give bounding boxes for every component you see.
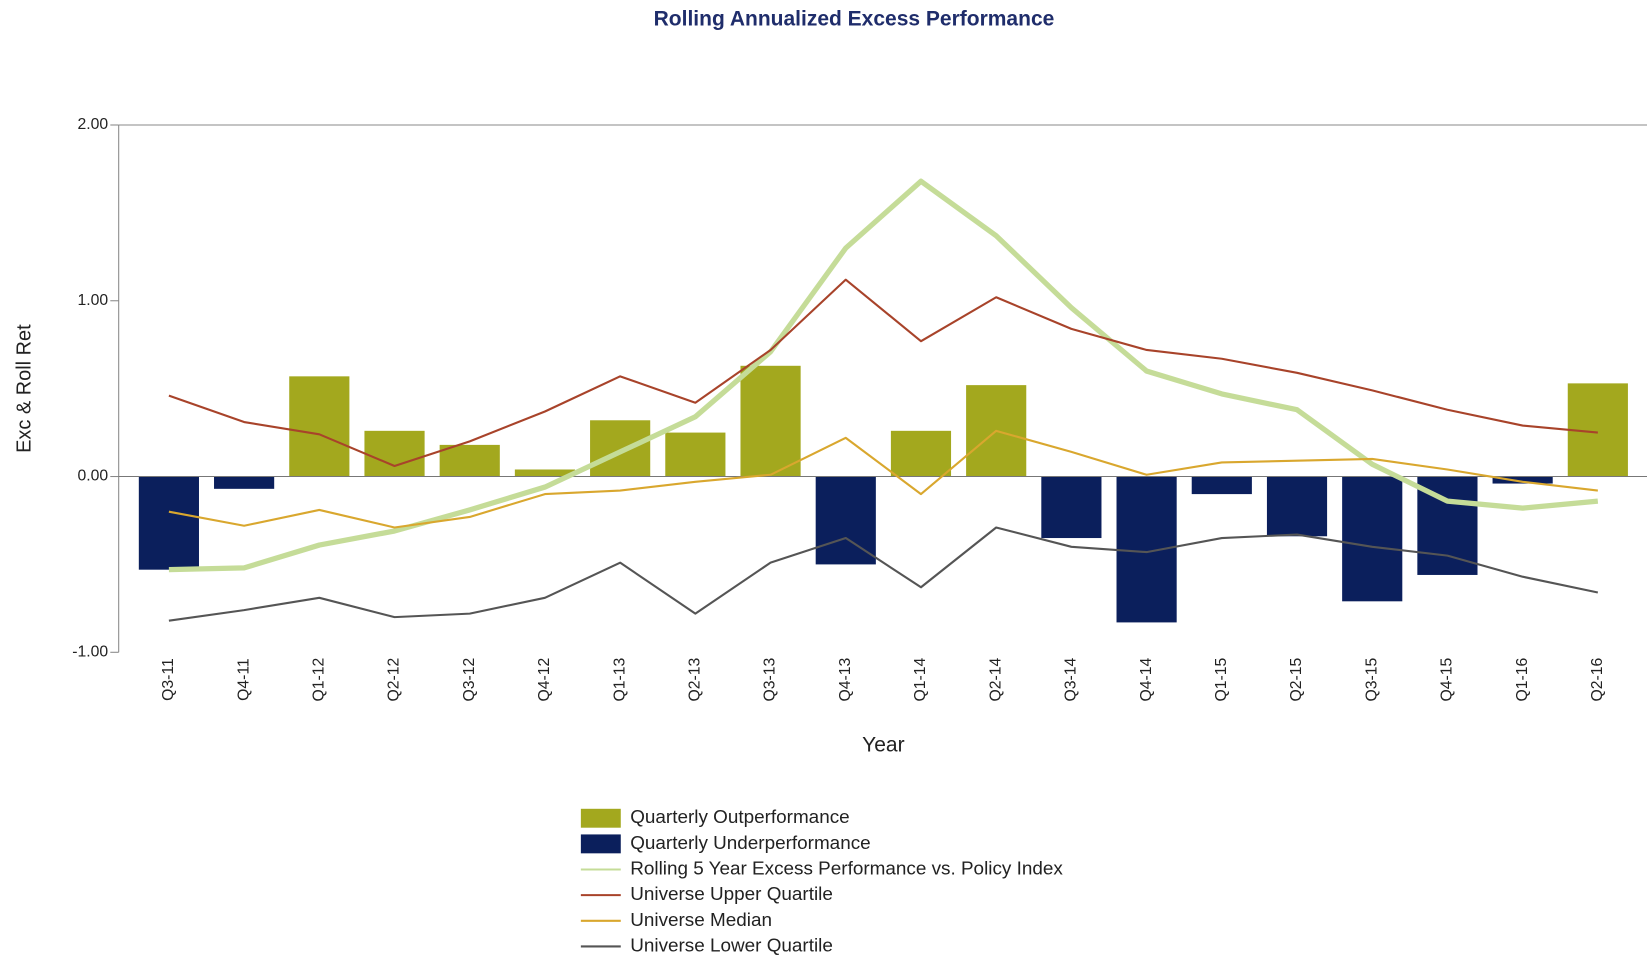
- bar: [815, 476, 876, 565]
- legend-label: Universe Lower Quartile: [630, 935, 833, 956]
- x-tick-label: Q3-14: [1063, 657, 1080, 701]
- legend: Quarterly Outperformance Quarterly Underp…: [580, 807, 1063, 956]
- x-tick-label: Q2-13: [687, 657, 704, 701]
- bar: [289, 376, 350, 477]
- bar: [1191, 476, 1252, 495]
- legend-label: Rolling 5 Year Excess Performance vs. Po…: [630, 859, 1063, 880]
- y-tick-label: 2.00: [78, 116, 109, 133]
- x-tick-label: Q4-12: [536, 658, 553, 702]
- bar: [514, 469, 576, 477]
- x-tick-label: Q3-13: [762, 657, 779, 701]
- legend-swatch: [580, 808, 621, 828]
- x-tick-label: Q4-14: [1138, 657, 1155, 701]
- plot-area: 2.00 1.00 0.00 -1.00 Q3-11 Q4-11 Q1-12 Q2-12 Q3-…: [72, 116, 1647, 701]
- x-tick-label: Q1-12: [310, 658, 327, 702]
- bar: [439, 444, 500, 477]
- series-line: [168, 178, 1599, 573]
- bar: [740, 365, 801, 477]
- legend-label: Universe Upper Quartile: [630, 884, 833, 905]
- bar: [1116, 476, 1177, 623]
- bar: [1041, 476, 1102, 539]
- x-axis-label: Year: [862, 733, 904, 756]
- x-tick-label: Q2-14: [987, 657, 1004, 701]
- y-tick-label: -1.00: [72, 643, 108, 660]
- x-tick-label: Q3-11: [160, 658, 177, 701]
- x-tick-label: Q1-13: [611, 657, 628, 701]
- x-tick-label: Q2-15: [1288, 657, 1305, 701]
- x-tick-label: Q3-15: [1363, 657, 1380, 701]
- legend-label: Quarterly Underperformance: [630, 833, 870, 854]
- x-tick-label: Q1-16: [1514, 657, 1531, 701]
- bar: [1266, 476, 1328, 537]
- x-tick-label: Q4-13: [837, 657, 854, 701]
- x-tick-label: Q2-12: [386, 658, 403, 702]
- bar: [364, 430, 425, 477]
- bar: [665, 432, 726, 477]
- bar: [1492, 476, 1553, 484]
- bar: [890, 430, 952, 477]
- y-tick-label: 1.00: [78, 292, 109, 309]
- x-tick-label: Q3-12: [461, 658, 478, 702]
- legend-label: Quarterly Outperformance: [630, 807, 849, 828]
- bar: [214, 476, 275, 489]
- bar: [1342, 476, 1403, 602]
- x-tick-label: Q1-15: [1213, 657, 1230, 701]
- y-tick-label: 0.00: [78, 468, 109, 485]
- x-tick-label: Q1-14: [912, 657, 929, 701]
- x-tick-label: Q2-16: [1589, 657, 1606, 701]
- bar: [138, 476, 199, 570]
- series-line: [168, 526, 1599, 622]
- legend-swatch: [580, 834, 621, 854]
- bar: [590, 420, 651, 477]
- y-axis-label: Exc & Roll Ret: [13, 324, 35, 453]
- series-line: [168, 278, 1598, 468]
- x-tick-label: Q4-11: [235, 658, 252, 701]
- x-tick-label: Q4-15: [1439, 657, 1456, 701]
- series-line: [168, 429, 1598, 529]
- legend-label: Universe Median: [630, 910, 772, 931]
- chart-title: Rolling Annualized Excess Performance: [654, 8, 1055, 31]
